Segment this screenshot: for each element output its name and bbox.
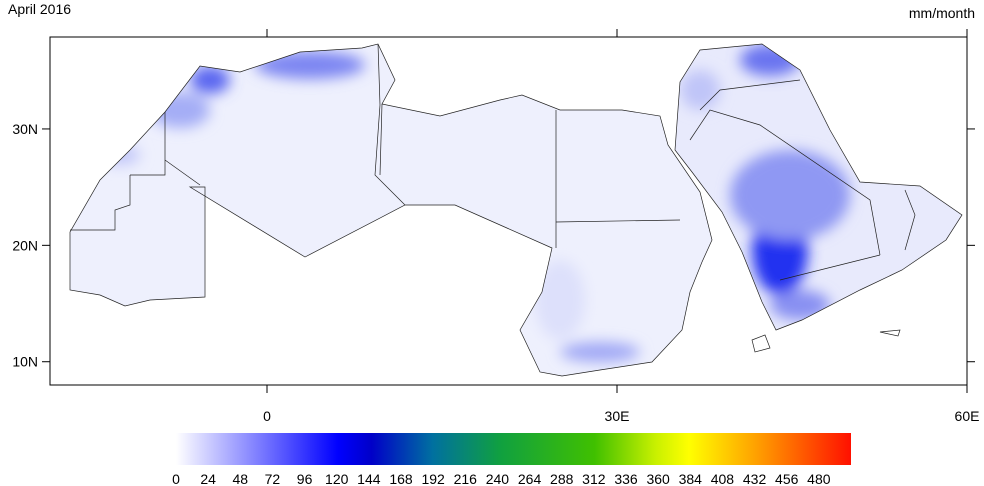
colorbar-label: 456 (775, 471, 799, 486)
lon-tick-label: 0 (263, 408, 271, 424)
colorbar-label: 264 (518, 471, 542, 486)
colorbar (176, 433, 851, 465)
colorbar-label: 216 (454, 471, 478, 486)
colorbar-label: 120 (325, 471, 349, 486)
colorbar-label: 24 (200, 471, 216, 486)
lon-tick-label: 60E (955, 408, 980, 424)
lat-tick-label: 10N (12, 354, 38, 370)
colorbar-label: 192 (421, 471, 445, 486)
colorbar-label: 384 (679, 471, 703, 486)
colorbar-label: 0 (172, 471, 180, 486)
lat-tick-label: 30N (12, 121, 38, 137)
lon-tick-label: 30E (605, 408, 630, 424)
colorbar-label: 168 (389, 471, 413, 486)
units-label: mm/month (909, 5, 975, 21)
colorbar-label: 96 (297, 471, 313, 486)
colorbar-label: 360 (646, 471, 670, 486)
colorbar-label: 288 (550, 471, 574, 486)
colorbar-label: 312 (582, 471, 606, 486)
colorbar-label: 336 (614, 471, 638, 486)
colorbar-label: 144 (357, 471, 381, 486)
colorbar-label: 408 (711, 471, 735, 486)
colorbar-label: 72 (265, 471, 281, 486)
land (69, 43, 963, 377)
colorbar-label: 480 (807, 471, 831, 486)
colorbar-label: 48 (232, 471, 248, 486)
colorbar-label: 240 (486, 471, 510, 486)
map-frame (49, 36, 968, 386)
lat-tick-label: 20N (12, 237, 38, 253)
map-title: April 2016 (8, 1, 71, 17)
colorbar-label: 432 (743, 471, 767, 486)
